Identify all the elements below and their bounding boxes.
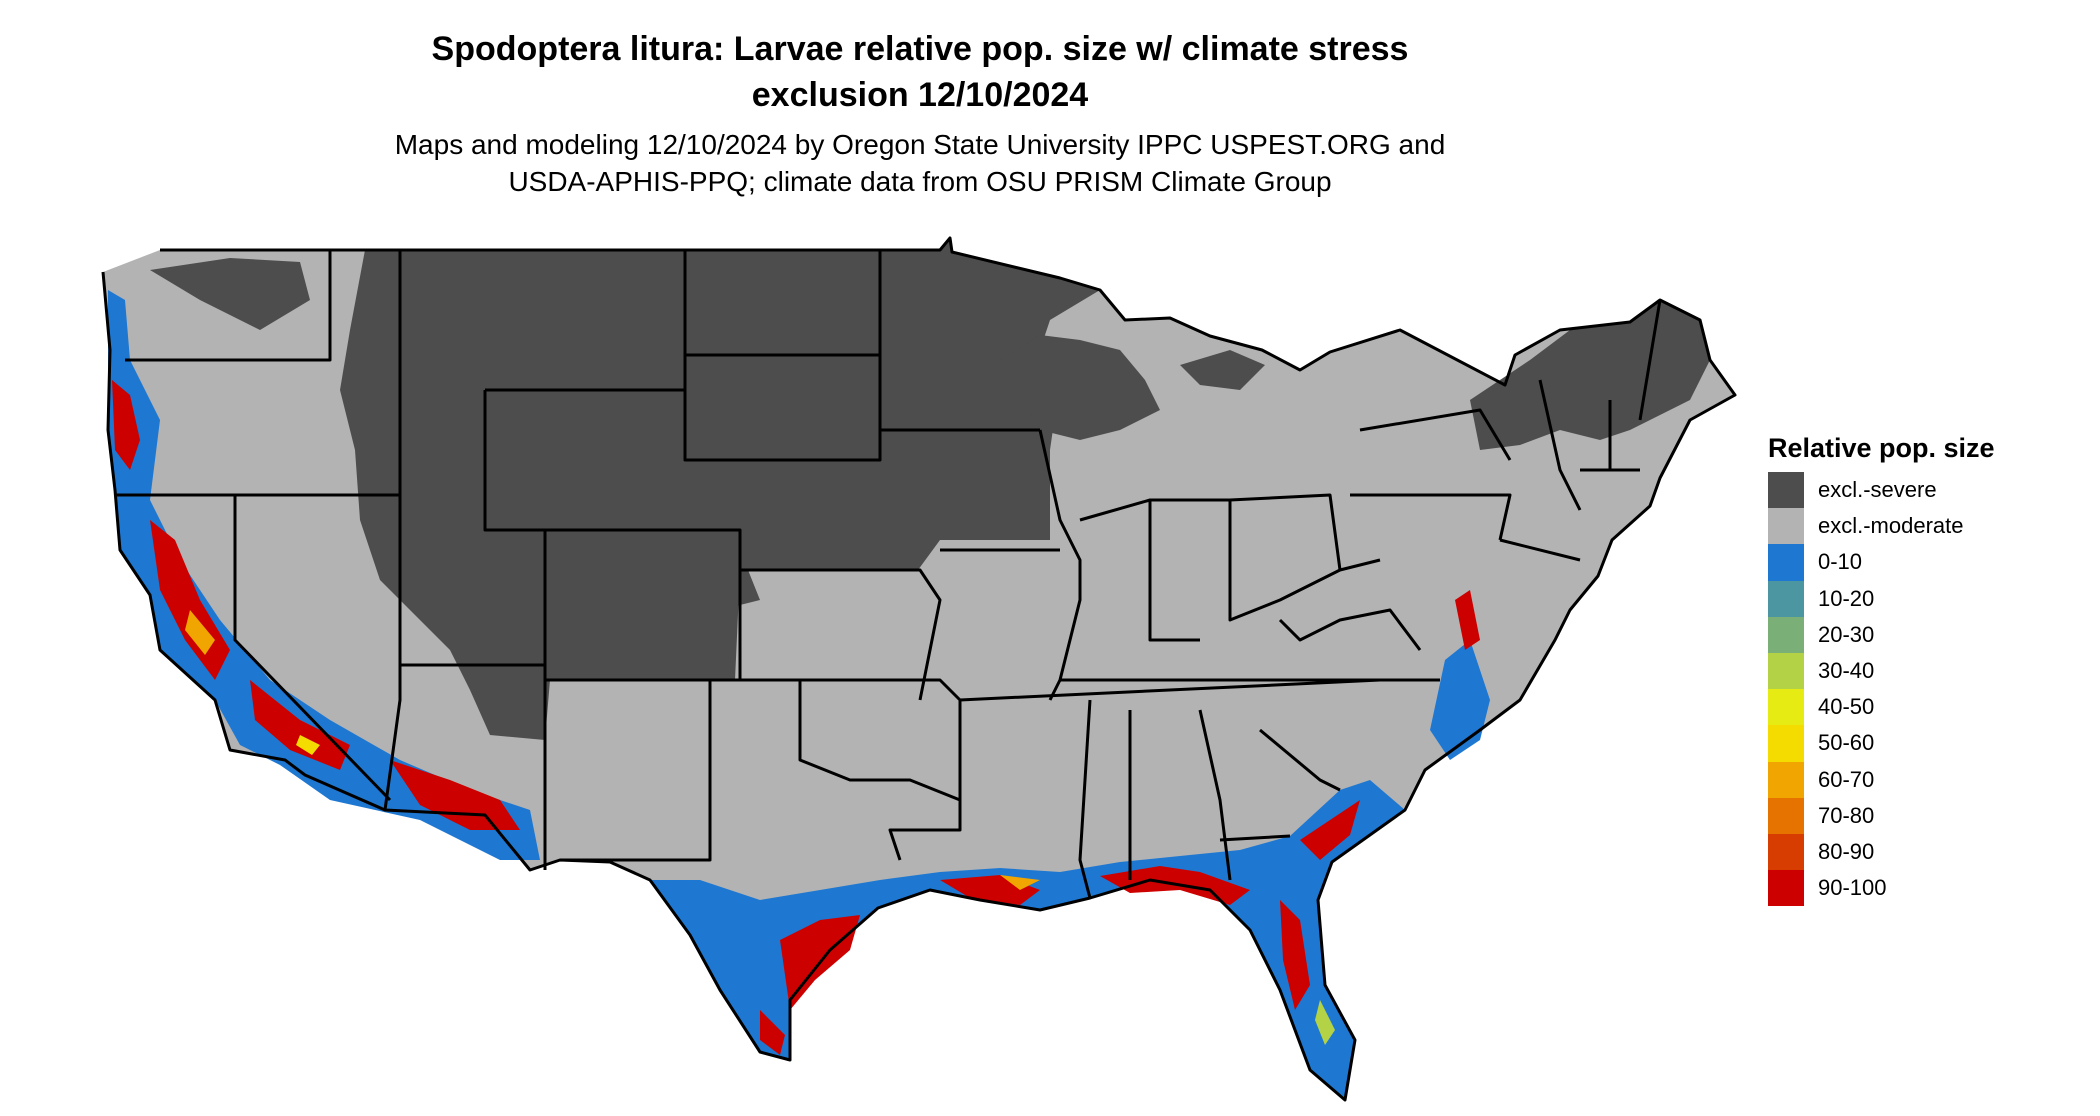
legend-label: 0-10 (1818, 549, 1863, 575)
west-coast-suitable-zone (108, 290, 540, 860)
legend-label: 60-70 (1818, 766, 1875, 792)
state-boundaries (101, 236, 1737, 1102)
legend-label: 50-60 (1818, 730, 1875, 756)
legend-items: excl.-severe excl.-moderate 0-10 10-20 2… (1768, 472, 2088, 907)
legend-item-0-10: 0-10 (1768, 544, 2088, 581)
legend-label: 30-40 (1818, 658, 1875, 684)
legend-swatch (1768, 544, 1804, 581)
legend-label: 70-80 (1818, 802, 1875, 828)
legend-swatch (1768, 870, 1804, 907)
legend-item-40-50: 40-50 (1768, 689, 2088, 726)
legend-swatch (1768, 725, 1804, 762)
legend-swatch (1768, 797, 1804, 834)
legend-title: Relative pop. size (1768, 433, 1995, 463)
legend-item-90-100: 90-100 (1768, 870, 2088, 907)
legend-label: 90-100 (1818, 875, 1887, 901)
legend-swatch (1768, 508, 1804, 545)
legend-item-excl-severe: excl.-severe (1768, 472, 2088, 509)
title-line-1: Spodoptera litura: Larvae relative pop. … (431, 30, 1409, 68)
legend-item-50-60: 50-60 (1768, 725, 2088, 762)
legend-item-20-30: 20-30 (1768, 616, 2088, 653)
legend-label: 40-50 (1818, 694, 1875, 720)
subtitle-line-1: Maps and modeling 12/10/2024 by Oregon S… (394, 129, 1446, 160)
legend-item-80-90: 80-90 (1768, 833, 2088, 871)
map-subtitle: Maps and modeling 12/10/2024 by Oregon S… (200, 126, 1640, 200)
east-coast-suitable-zone (1430, 590, 1490, 760)
legend-item-excl-moderate: excl.-moderate (1768, 508, 2088, 545)
legend: Relative pop. size excl.-severe excl.-mo… (1768, 430, 2088, 907)
legend-item-60-70: 60-70 (1768, 761, 2088, 798)
severe-exclusion-regions (150, 238, 1710, 740)
legend-item-30-40: 30-40 (1768, 652, 2088, 690)
title-line-2: exclusion 12/10/2024 (751, 76, 1089, 114)
legend-item-10-20: 10-20 (1768, 580, 2088, 617)
subtitle-line-2: USDA-APHIS-PPQ; climate data from OSU PR… (508, 166, 1332, 197)
legend-swatch (1768, 833, 1804, 871)
legend-label: 10-20 (1818, 585, 1875, 611)
legend-label: excl.-moderate (1818, 513, 1964, 539)
legend-label: 80-90 (1818, 838, 1875, 864)
legend-swatch (1768, 689, 1804, 726)
legend-swatch (1768, 652, 1804, 690)
legend-item-70-80: 70-80 (1768, 797, 2088, 834)
legend-swatch (1768, 761, 1804, 798)
map-title: Spodoptera litura: Larvae relative pop. … (200, 26, 1640, 118)
legend-swatch (1768, 580, 1804, 617)
legend-label: 20-30 (1818, 621, 1875, 647)
legend-label: excl.-severe (1818, 477, 1937, 503)
legend-swatch (1768, 616, 1804, 653)
legend-swatch (1768, 472, 1804, 509)
